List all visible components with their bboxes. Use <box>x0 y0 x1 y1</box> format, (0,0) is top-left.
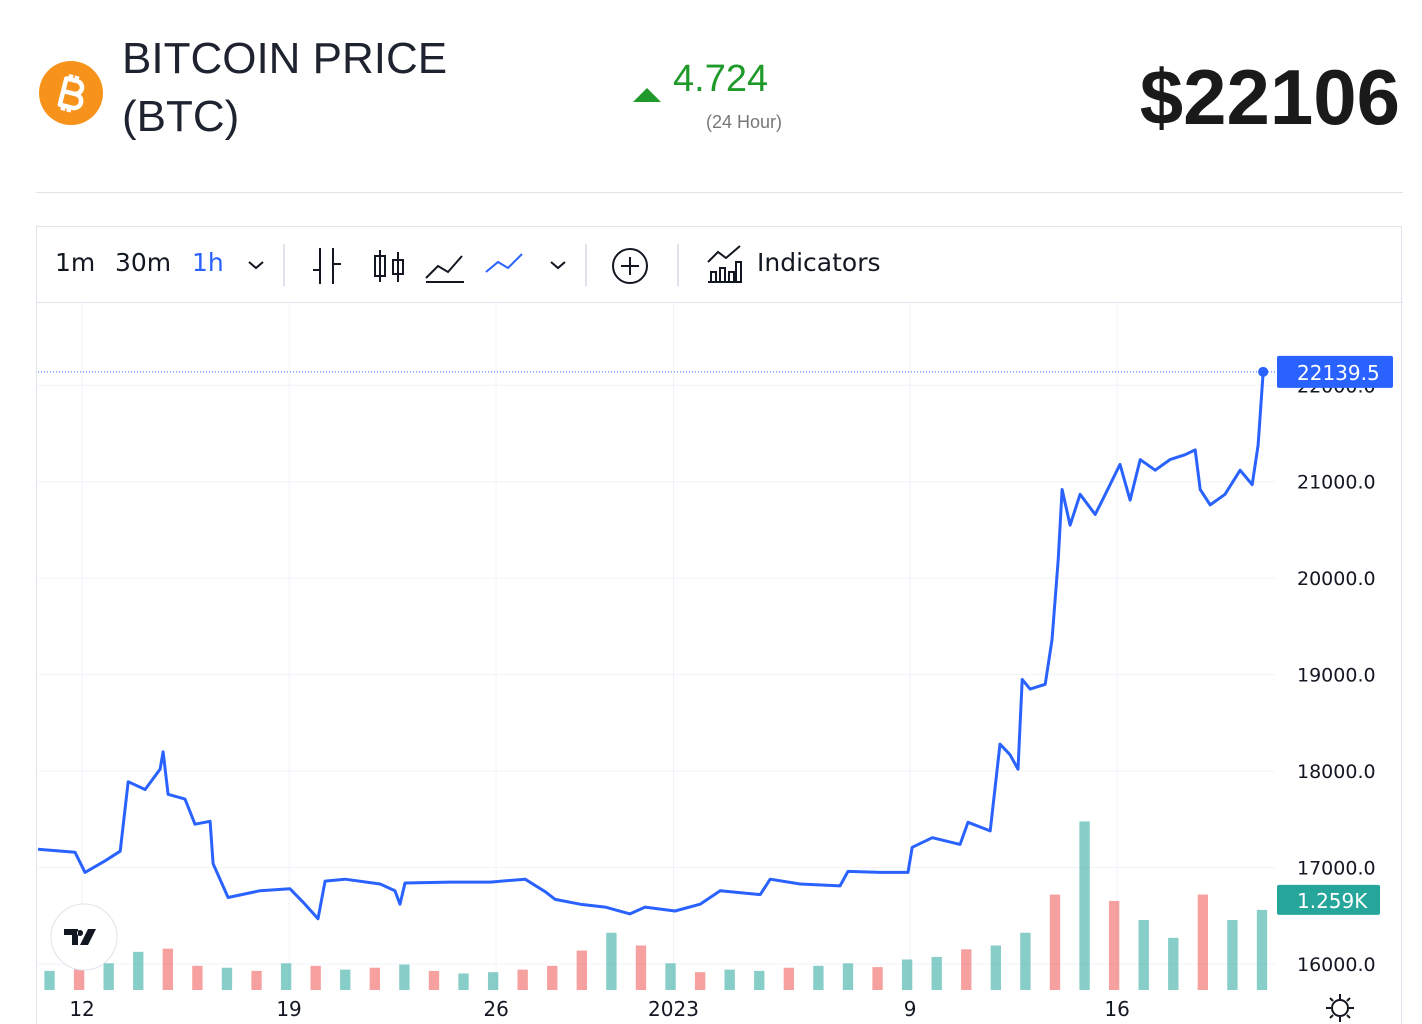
volume-bar <box>754 970 765 990</box>
volume-bar <box>694 972 706 990</box>
price-change: 4.724 <box>673 58 769 100</box>
change-period: (24 Hour) <box>706 112 783 132</box>
toolbar-divider <box>37 302 1403 303</box>
interval-button[interactable]: 1h <box>192 248 224 277</box>
volume-bar <box>103 963 114 990</box>
area-icon[interactable] <box>425 255 464 283</box>
volume-bar <box>931 956 942 990</box>
tradingview-badge <box>50 903 118 971</box>
bitcoin-logo <box>39 61 103 125</box>
y-tick-label: 20000.0 <box>1297 568 1376 590</box>
volume-bar <box>487 972 499 990</box>
volume-bar <box>192 965 203 990</box>
price-badge <box>1277 355 1393 388</box>
x-tick-label: 19 <box>276 997 301 1021</box>
x-tick-label: 16 <box>1104 997 1129 1021</box>
y-tick-label: 21000.0 <box>1297 472 1376 494</box>
volume-bar <box>990 945 1002 990</box>
volume-bar <box>1049 894 1061 990</box>
style-dropdown[interactable] <box>550 261 566 270</box>
settings-icon[interactable] <box>1326 994 1354 1022</box>
toolbar-icons <box>248 244 742 286</box>
volume-badge <box>1277 884 1380 915</box>
volume-bar <box>73 967 85 990</box>
volume-bar <box>1108 900 1120 990</box>
last-price-dot <box>1258 366 1269 377</box>
x-tick-label: 12 <box>69 997 94 1021</box>
price-line <box>37 371 1265 921</box>
bars-icon[interactable] <box>313 248 341 284</box>
line-icon[interactable] <box>485 253 523 273</box>
volume-bar <box>340 969 351 990</box>
volume-bar <box>1256 909 1268 990</box>
volume-bar <box>724 969 735 990</box>
volume-bar <box>458 973 469 990</box>
volume-bar <box>547 965 558 990</box>
volume-bar <box>665 963 676 990</box>
volume-bar <box>162 948 173 990</box>
volume-bar <box>369 967 381 990</box>
volume-bar <box>1227 920 1238 990</box>
title: BITCOIN PRICE (BTC) <box>122 34 448 141</box>
volume-badge-label: 1.259K <box>1297 889 1368 913</box>
volume-bar <box>428 970 440 990</box>
volume-bar <box>517 969 528 990</box>
volume-bar <box>606 932 617 990</box>
indicators-button[interactable]: Indicators <box>757 248 881 277</box>
indicators-icon[interactable] <box>707 245 742 283</box>
volume-bar <box>1168 937 1179 990</box>
volume-bar <box>133 951 144 990</box>
volume-bar <box>1197 894 1209 990</box>
x-tick-label: 9 <box>904 997 917 1021</box>
x-tick-label: 26 <box>483 997 508 1021</box>
y-tick-label: 18000.0 <box>1297 761 1376 783</box>
volume-bar <box>280 963 292 990</box>
volume-bar <box>1079 821 1090 990</box>
volume-bar <box>842 963 854 990</box>
volume-bar <box>901 959 913 990</box>
volume-bar <box>635 945 647 990</box>
volume-bar <box>872 967 883 990</box>
volume-bar <box>310 965 321 990</box>
volume-bar <box>813 965 824 990</box>
interval-dropdown[interactable] <box>248 261 264 270</box>
compare-button[interactable] <box>612 248 648 284</box>
current-price: $22106 <box>1139 53 1400 141</box>
volume-bar <box>961 949 972 990</box>
y-tick-label: 16000.0 <box>1297 954 1376 976</box>
volume-bar <box>576 950 588 990</box>
volume-bar <box>783 967 795 990</box>
volume-bar <box>1138 920 1149 990</box>
x-tick-label: 2023 <box>648 997 699 1021</box>
chart-frame <box>36 226 1402 1024</box>
y-tick-label: 17000.0 <box>1297 858 1376 880</box>
volume-bar <box>221 967 233 990</box>
y-tick-label: 19000.0 <box>1297 665 1376 687</box>
up-arrow <box>633 88 661 102</box>
candles-icon[interactable] <box>374 250 404 282</box>
interval-button[interactable]: 30m <box>115 248 172 277</box>
divider <box>36 192 1403 193</box>
volume-bar <box>44 970 55 990</box>
interval-button[interactable]: 1m <box>55 248 96 277</box>
volume-bar <box>251 970 262 990</box>
volume-bar <box>399 964 410 990</box>
price-badge-label: 22139.5 <box>1297 361 1380 385</box>
volume-bar <box>1020 932 1031 990</box>
